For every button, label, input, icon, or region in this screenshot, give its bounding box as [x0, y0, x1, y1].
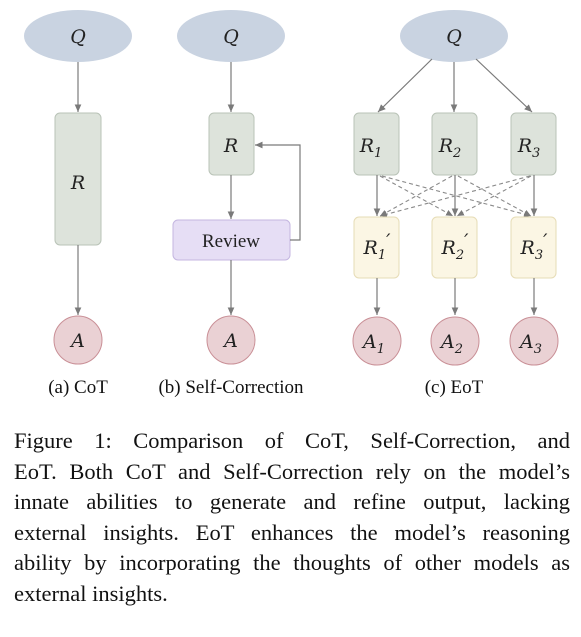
- eot-cross-r3-r2p: [456, 175, 532, 217]
- figure-caption: Figure 1: Comparison of CoT, Self-Correc…: [14, 426, 570, 609]
- sc-panel-label: (b) Self-Correction: [158, 377, 304, 398]
- sc-answer-label: A: [222, 330, 238, 352]
- caption-line: innate abilities to generate and refine …: [14, 489, 570, 514]
- eot-edge-q-r3: [475, 58, 533, 113]
- cot-answer-node: [53, 315, 103, 365]
- eot-reasoner-1-label: R1: [359, 135, 383, 161]
- eot-edge-q-r1: [377, 58, 433, 113]
- eot-refined-1-label: R1′: [363, 230, 392, 263]
- eot-cross-r1-r2p: [379, 175, 454, 217]
- sc-reasoning-label: R: [223, 135, 238, 157]
- eot-answer-2-label: A2: [439, 331, 463, 357]
- eot-answer-1-label: A1: [361, 331, 385, 357]
- eot-panel-label: (c) EoT: [425, 377, 484, 398]
- sc-query-label: Q: [223, 26, 239, 48]
- eot-answer-2-node: [430, 316, 480, 366]
- caption-line: external insights. EoT enhances the mode…: [14, 519, 570, 545]
- caption-line: EoT. Both CoT and Self-Correction rely o…: [14, 458, 570, 484]
- eot-refined-2-label: R2′: [441, 230, 470, 263]
- cot-panel: Q R A (a) CoT: [24, 10, 132, 398]
- eot-refined-3-label: R3′: [520, 230, 549, 263]
- eot-answer-3-label: A3: [518, 331, 542, 357]
- caption-line: ability by incorporating the thoughts of…: [14, 550, 570, 575]
- self-correction-panel: Q R Review A (b) Self-Correction: [158, 10, 304, 398]
- cot-answer-label: A: [69, 330, 85, 352]
- sc-review-label: Review: [202, 231, 260, 252]
- eot-answer-1-node: [352, 316, 402, 366]
- comparison-diagram: Q R A (a) CoT Q R Review A (b) Self-Corr…: [24, 10, 559, 398]
- eot-cross-edges: [379, 175, 532, 218]
- sc-answer-node: [206, 315, 256, 365]
- cot-query-label: Q: [70, 26, 86, 48]
- eot-cross-r3-r1p: [379, 175, 531, 218]
- caption-line: Figure 1: Comparison of CoT, Self-Correc…: [14, 428, 570, 453]
- eot-query-label: Q: [446, 26, 462, 48]
- cot-reasoning-label: R: [70, 172, 85, 194]
- eot-query-node: [400, 10, 508, 62]
- cot-query-node: [24, 10, 132, 62]
- eot-reasoner-2-label: R2: [438, 135, 462, 161]
- caption-line: external insights.: [14, 580, 168, 606]
- eot-cross-r1-r3p: [381, 175, 532, 218]
- sc-feedback-loop: [255, 141, 301, 241]
- eot-answer-3-node: [509, 316, 559, 366]
- eot-reasoner-3-label: R3: [517, 135, 541, 161]
- cot-panel-label: (a) CoT: [48, 377, 108, 398]
- sc-query-node: [177, 10, 285, 62]
- eot-panel: Q R1 R2 R3 R1′ R2′ R3′: [352, 10, 559, 398]
